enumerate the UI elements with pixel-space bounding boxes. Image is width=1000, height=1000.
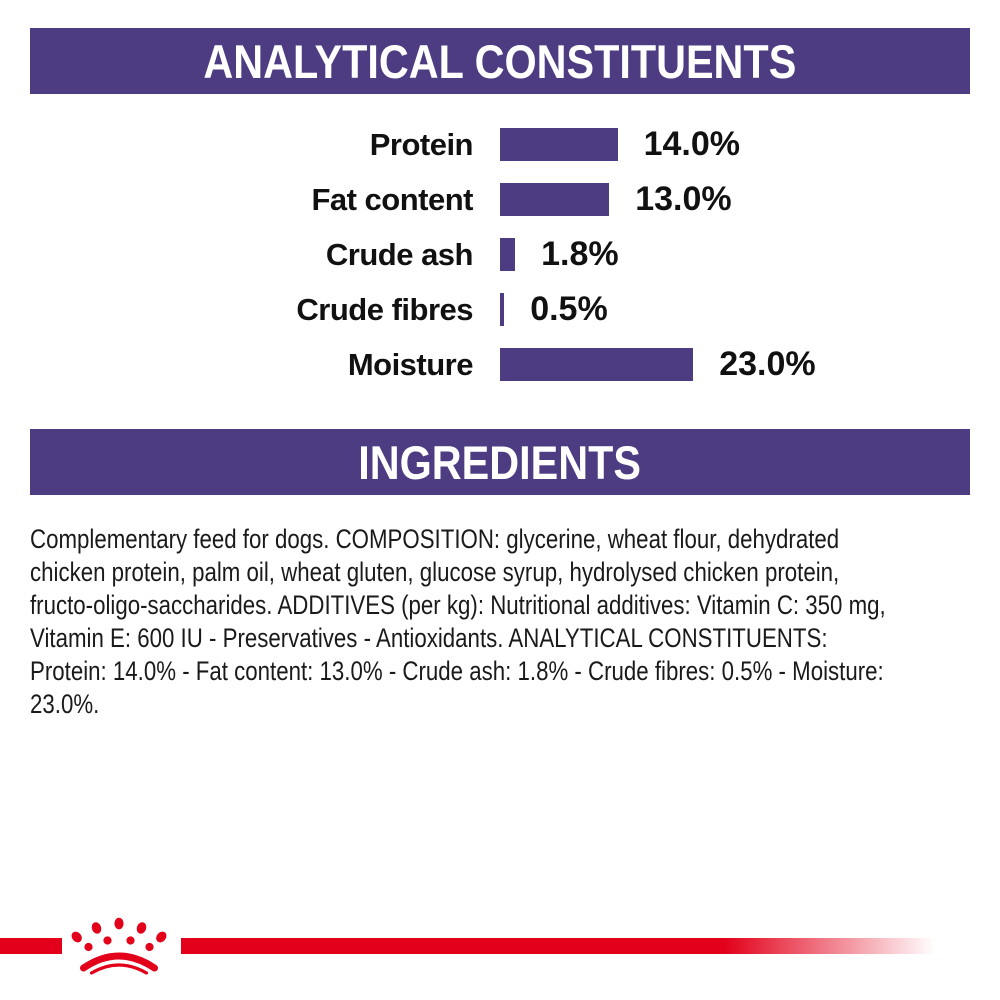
constituent-bar: [500, 238, 516, 271]
ingredients-line: Vitamin E: 600 IU - Preservatives - Anti…: [30, 623, 828, 653]
constituent-label: Moisture: [347, 346, 474, 382]
analytical-constituents-header: ANALYTICAL CONSTITUENTS: [30, 28, 970, 94]
ingredients-line: Protein: 14.0% - Fat content: 13.0% - Cr…: [30, 656, 884, 686]
constituent-label: Crude fibres: [296, 291, 473, 327]
ingredients-title: INGREDIENTS: [358, 435, 642, 489]
footer-stripe-right: [181, 938, 935, 954]
ingredients-line: chicken protein, palm oil, wheat gluten,…: [30, 557, 840, 587]
ingredients-line: 23.0%.: [30, 689, 100, 719]
ingredients-header: INGREDIENTS: [30, 429, 970, 495]
royal-canin-crown-icon: [71, 917, 167, 975]
footer-stripe-left: [0, 938, 62, 954]
chart-row: Moisture 23.0%: [0, 337, 1000, 392]
constituent-bar: [500, 348, 694, 381]
constituent-value: 13.0%: [635, 180, 732, 218]
constituent-label: Protein: [369, 126, 474, 162]
constituent-value: 23.0%: [719, 345, 816, 383]
chart-row: Protein 14.0%: [0, 117, 1000, 172]
ingredients-line: fructo-oligo-saccharides. ADDITIVES (per…: [30, 590, 886, 620]
chart-row: Fat content 13.0%: [0, 172, 1000, 227]
constituent-label: Fat content: [311, 181, 473, 217]
chart-row: Crude ash 1.8%: [0, 227, 1000, 282]
ingredients-line: Complementary feed for dogs. COMPOSITION…: [30, 524, 840, 554]
constituent-value: 1.8%: [541, 235, 619, 273]
constituent-bar: [500, 293, 505, 326]
constituent-value: 0.5%: [530, 290, 608, 328]
analytical-constituents-title: ANALYTICAL CONSTITUENTS: [203, 34, 797, 88]
constituent-bar: [500, 183, 610, 216]
constituent-bar: [500, 128, 618, 161]
chart-row: Crude fibres 0.5%: [0, 282, 1000, 337]
constituent-value: 14.0%: [643, 125, 740, 163]
constituent-label: Crude ash: [325, 236, 474, 272]
constituents-chart: Protein 14.0% Fat content 13.0% Crude ash 1.8…: [0, 117, 1000, 392]
ingredients-text: Complementary feed for dogs. COMPOSITION…: [30, 523, 990, 721]
